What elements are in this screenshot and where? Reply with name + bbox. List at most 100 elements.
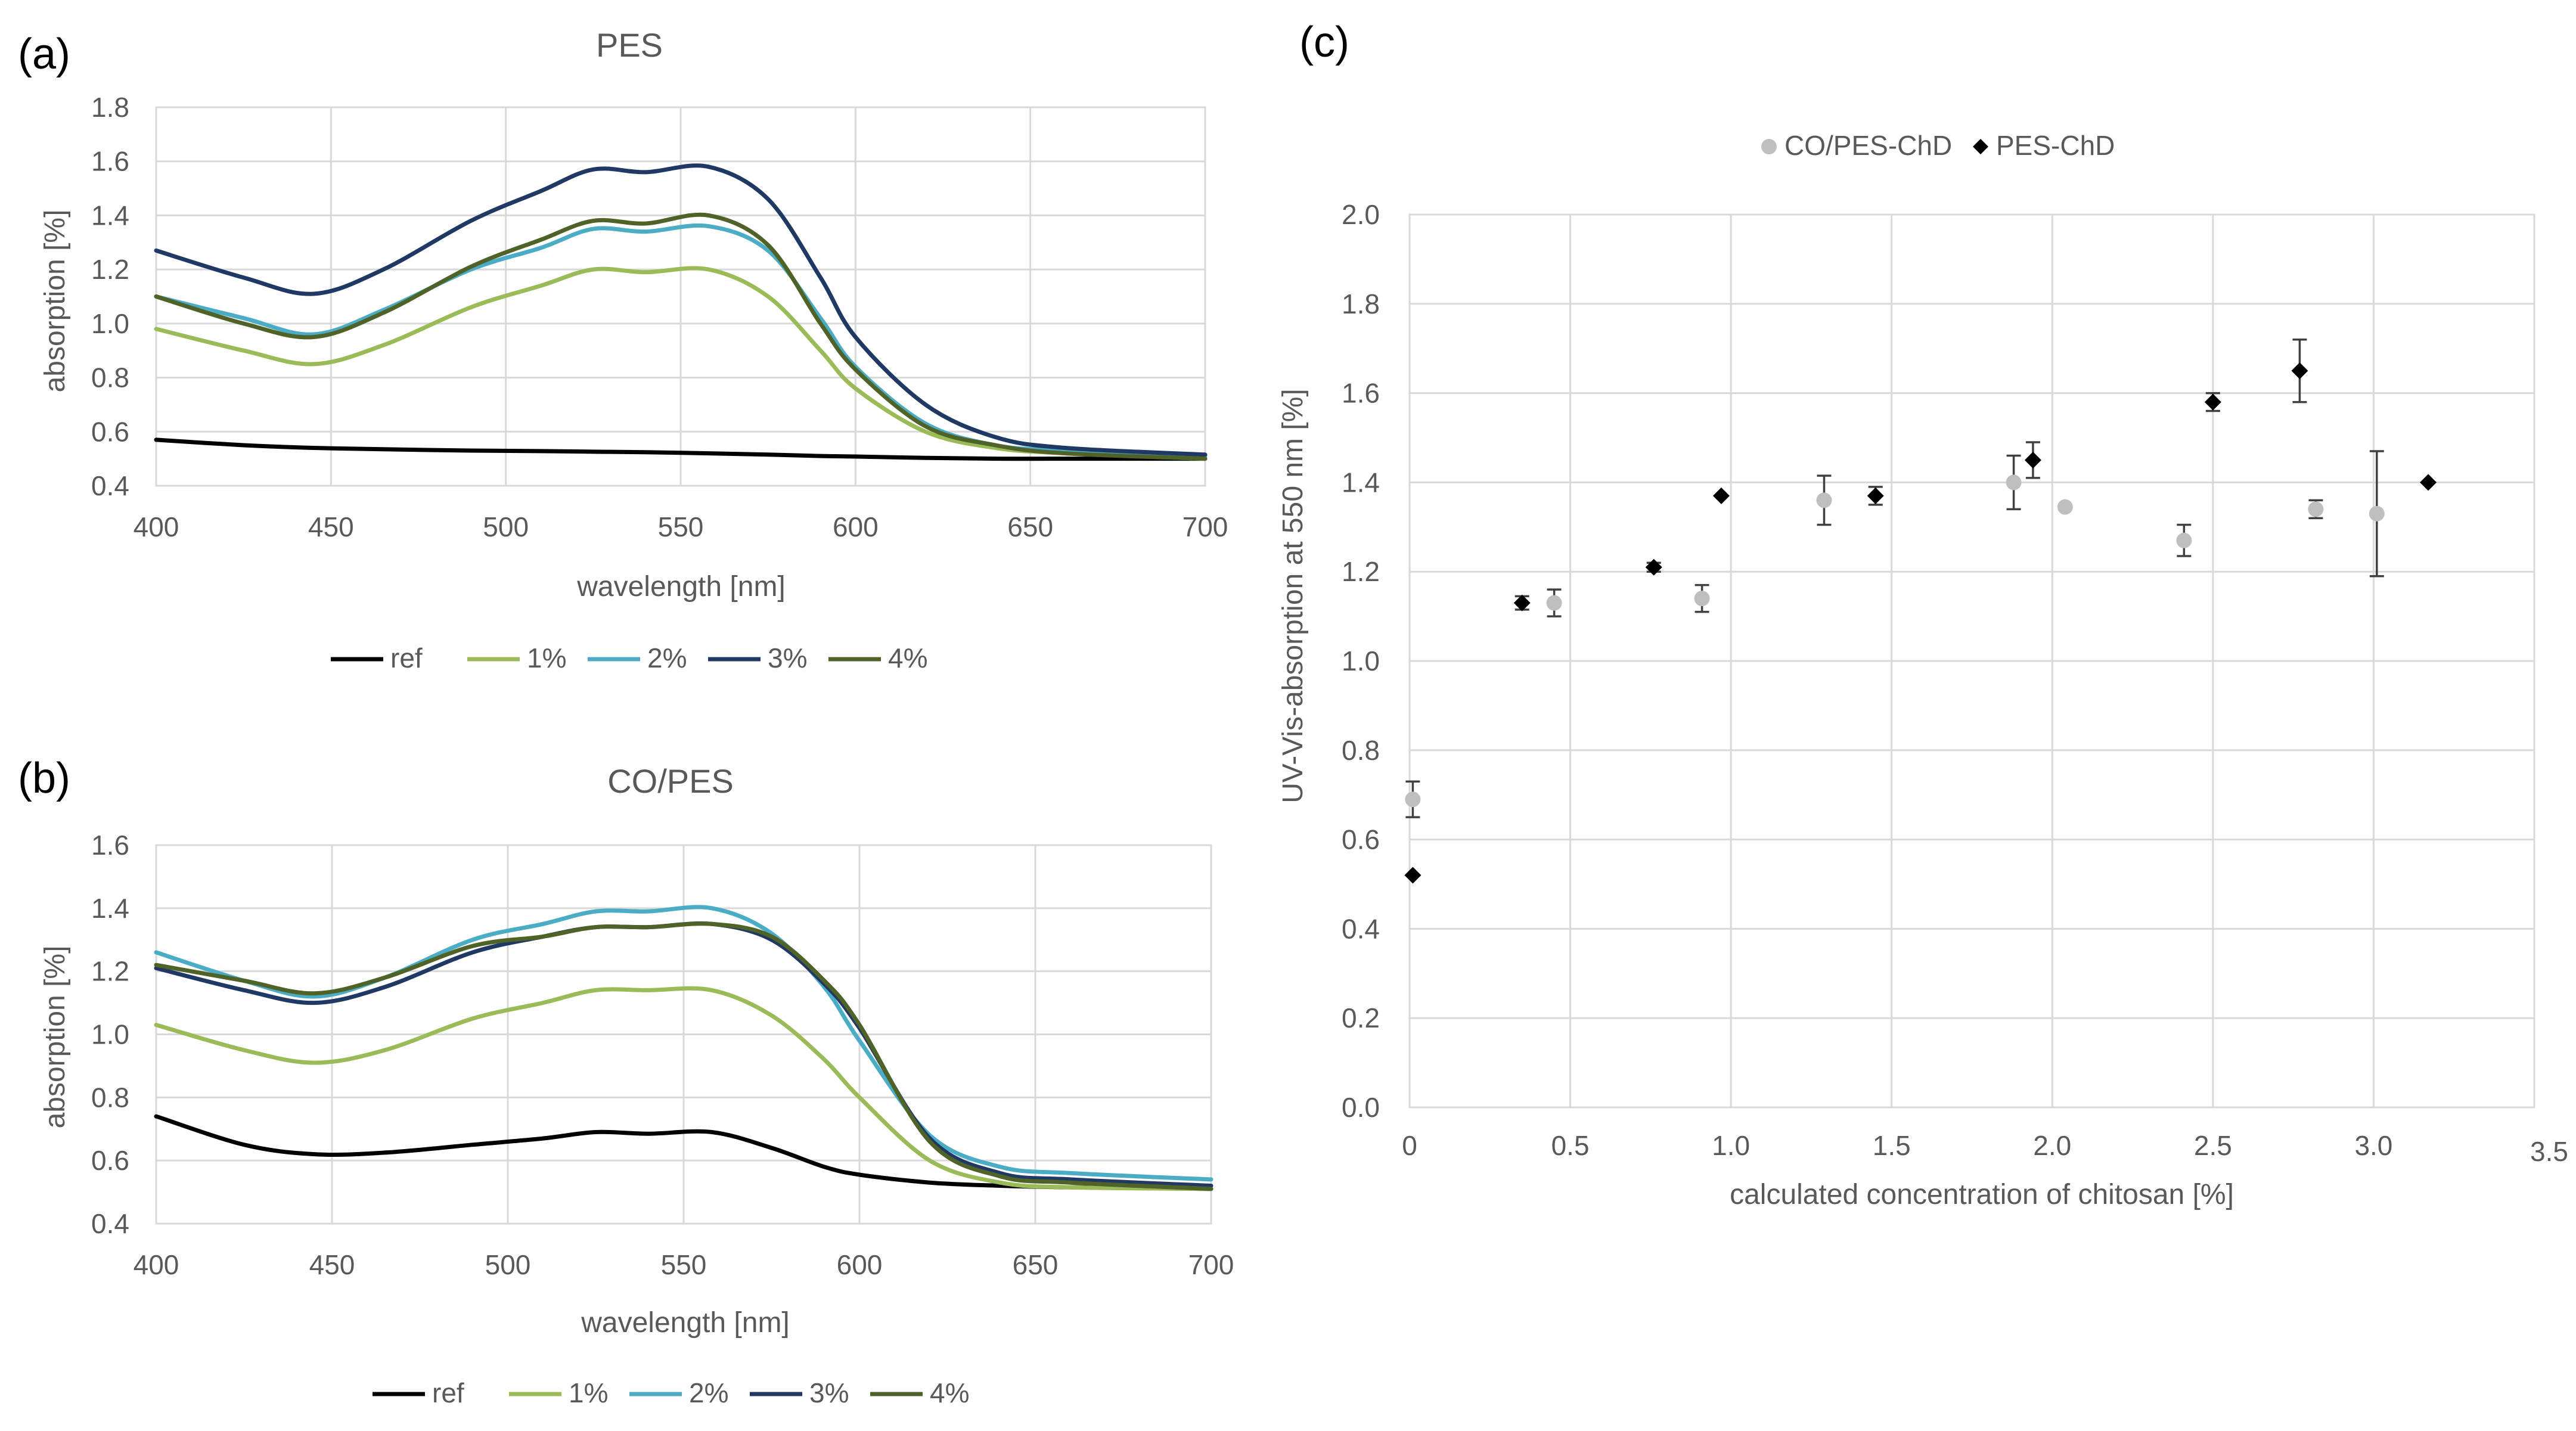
series-lines-b: [154, 905, 1213, 1191]
x-tick-label: 550: [661, 1249, 707, 1280]
series-lines-a: [154, 163, 1208, 461]
series-points-c: [1404, 338, 2437, 884]
legend-label: 3%: [768, 642, 807, 673]
y-tick-label: 1.0: [91, 308, 129, 339]
panel-label-c: (c): [1299, 18, 1349, 66]
legend-label: 4%: [888, 642, 927, 673]
x-tick-label: 0: [1402, 1130, 1417, 1161]
data-point-pes-chd: [2024, 451, 2041, 468]
data-point-pes-chd: [2204, 393, 2221, 411]
series-line-ref: [154, 437, 1208, 461]
x-axis-title-b: wavelength [nm]: [581, 1307, 790, 1339]
series-line-3pct: [154, 163, 1208, 457]
x-tick-label: 600: [837, 1249, 883, 1280]
y-tick-label: 1.4: [91, 893, 129, 924]
legend-b: ref 1% 2% 3% 4%: [373, 1377, 969, 1408]
data-point-co-pes-chd: [1694, 591, 1710, 607]
legend-marker-co-pes-chd: [1761, 139, 1777, 154]
plot-frame: [155, 844, 1212, 1225]
y-tick-labels-c: 0.0 0.2 0.4 0.6 0.8 1.0 1.2 1.4 1.6 1.8 2.0: [1342, 199, 1380, 1123]
data-point-co-pes-chd: [2057, 499, 2073, 515]
y-tick-label: 1.6: [91, 830, 129, 861]
panel-a-pes-spectra: (a) PES 0.4 0.6 0.8 1.0 1.2 1.4 1.6 1.8 400 450 5…: [18, 26, 1228, 673]
legend-label: 1%: [527, 642, 566, 673]
data-point-co-pes-chd: [2176, 532, 2192, 548]
y-tick-label: 1.2: [91, 956, 129, 987]
data-point-co-pes-chd: [2369, 505, 2385, 522]
series-line-ref: [154, 1114, 1213, 1191]
x-tick-labels-b: 400 450 500 550 600 650 700: [134, 1249, 1234, 1280]
grid-a: [155, 106, 1206, 487]
y-tick-label: 1.0: [1342, 645, 1380, 676]
series-line-2pct: [154, 905, 1213, 1182]
x-tick-label: 500: [485, 1249, 531, 1280]
series-line-4pct: [154, 921, 1213, 1191]
y-tick-label: 0.6: [1342, 824, 1380, 855]
x-tick-labels-c: 0 0.5 1.0 1.5 2.0 2.5 3.0 3.5: [1402, 1130, 2568, 1167]
legend-label: ref: [390, 642, 423, 673]
series-line-1pct: [154, 986, 1213, 1191]
grid-c: [1408, 213, 2535, 1109]
x-tick-label: 2.0: [2033, 1130, 2071, 1161]
x-tick-label: 650: [1007, 511, 1053, 542]
y-tick-label: 0.0: [1342, 1092, 1380, 1123]
y-tick-label: 0.2: [1342, 1002, 1380, 1033]
x-tick-label: 0.5: [1551, 1130, 1590, 1161]
plot-frame: [1408, 213, 2535, 1109]
data-point-pes-chd: [1712, 487, 1730, 504]
x-tick-label: 500: [483, 511, 529, 542]
legend-label: 4%: [930, 1377, 969, 1408]
data-point-pes-chd: [1404, 867, 1422, 884]
y-tick-label: 0.4: [1342, 913, 1380, 944]
legend-label: CO/PES-ChD: [1784, 130, 1952, 161]
x-tick-label: 700: [1183, 511, 1228, 542]
legend-label: 2%: [689, 1377, 728, 1408]
x-tick-label: 550: [658, 511, 704, 542]
y-tick-label: 0.4: [91, 1208, 129, 1239]
y-tick-label: 1.4: [91, 200, 129, 231]
y-tick-label: 1.8: [1342, 288, 1380, 319]
x-tick-label: 400: [134, 511, 179, 542]
y-tick-label: 0.8: [91, 1082, 129, 1113]
y-tick-label: 0.6: [91, 1145, 129, 1176]
data-point-co-pes-chd: [1816, 492, 1832, 508]
y-tick-label: 0.6: [91, 416, 129, 447]
x-tick-labels-a: 400 450 500 550 600 650 700: [134, 511, 1228, 542]
chart-title-b: CO/PES: [607, 762, 734, 800]
data-point-pes-chd: [1645, 558, 1662, 576]
panel-c-scatter: (c) CO/PES-ChD PES-ChD 0.0 0.2 0.4 0.6 0.8 1.0…: [1277, 18, 2568, 1210]
x-tick-label: 3.5: [2530, 1136, 2568, 1167]
panel-label-b: (b): [18, 755, 70, 802]
data-point-co-pes-chd: [2006, 474, 2022, 491]
legend-a: ref 1% 2% 3% 4%: [331, 642, 927, 673]
x-tick-label: 1.5: [1873, 1130, 1911, 1161]
y-tick-label: 2.0: [1342, 199, 1380, 230]
y-tick-label: 1.6: [1342, 378, 1380, 409]
panel-label-a: (a): [18, 30, 70, 78]
panel-b-co-pes-spectra: (b) CO/PES 0.4 0.6 0.8 1.0 1.2 1.4 1.6 400 450 5…: [18, 755, 1234, 1408]
y-tick-label: 1.0: [91, 1019, 129, 1050]
legend-label: 2%: [647, 642, 687, 673]
y-tick-label: 0.4: [91, 470, 129, 501]
series-line-1pct: [154, 266, 1208, 461]
data-point-pes-chd: [1513, 594, 1531, 611]
x-tick-label: 1.0: [1712, 1130, 1750, 1161]
legend-label: 3%: [809, 1377, 849, 1408]
y-tick-labels-b: 0.4 0.6 0.8 1.0 1.2 1.4 1.6: [91, 830, 129, 1239]
data-point-pes-chd: [2420, 474, 2437, 491]
x-tick-label: 3.0: [2354, 1130, 2392, 1161]
legend-label: 1%: [569, 1377, 608, 1408]
y-tick-label: 1.4: [1342, 467, 1380, 498]
x-tick-label: 2.5: [2194, 1130, 2232, 1161]
legend-label: PES-ChD: [1996, 130, 2115, 161]
y-tick-label: 0.8: [91, 362, 129, 393]
data-point-co-pes-chd: [2308, 501, 2324, 517]
y-axis-title-a: absorption [%]: [39, 210, 71, 393]
data-point-pes-chd: [1867, 487, 1884, 504]
grid-b: [155, 844, 1212, 1225]
x-tick-label: 600: [833, 511, 879, 542]
y-tick-label: 1.2: [1342, 556, 1380, 587]
x-tick-label: 700: [1188, 1249, 1234, 1280]
data-point-pes-chd: [2291, 362, 2308, 380]
